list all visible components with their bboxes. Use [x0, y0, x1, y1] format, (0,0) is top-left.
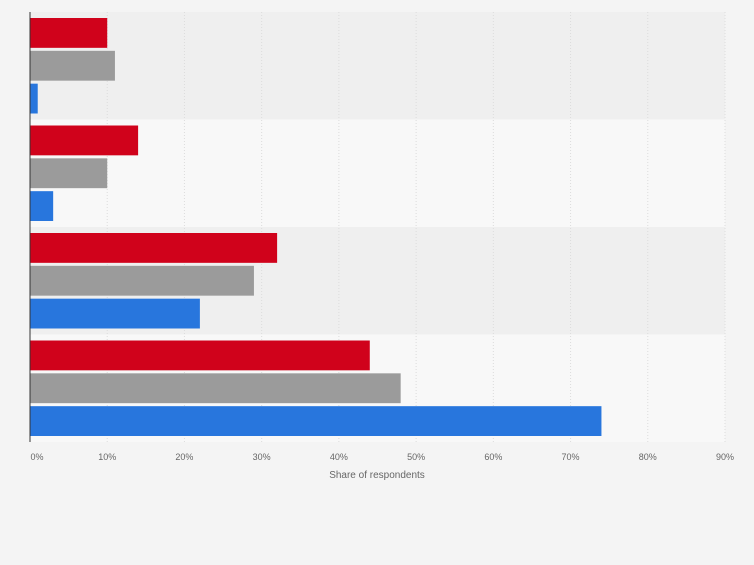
bar[interactable] [30, 50, 115, 81]
bar[interactable] [30, 265, 254, 296]
bar[interactable] [30, 406, 602, 436]
x-tick-label: 10% [98, 452, 116, 462]
x-tick-label: 0% [30, 452, 43, 462]
bar[interactable] [30, 340, 370, 371]
bars [30, 18, 602, 436]
x-tick-label: 70% [562, 452, 580, 462]
category-band [30, 119, 725, 227]
x-tick-label: 20% [175, 452, 193, 462]
x-tick-labels: 0% 10% 20% 30% 40% 50% 60% 70% 80% 90% [30, 452, 734, 462]
bar[interactable] [30, 18, 108, 48]
x-tick-label: 30% [253, 452, 271, 462]
x-axis-label: Share of respondents [329, 470, 425, 481]
bar[interactable] [30, 158, 108, 189]
bar[interactable] [30, 191, 54, 221]
category-band [30, 12, 725, 120]
bar[interactable] [30, 83, 38, 114]
bar[interactable] [30, 373, 401, 404]
x-tick-label: 50% [407, 452, 425, 462]
x-tick-label: 40% [330, 452, 348, 462]
x-tick-label: 90% [716, 452, 734, 462]
bar[interactable] [30, 125, 139, 156]
x-tick-label: 80% [639, 452, 657, 462]
bar[interactable] [30, 298, 200, 329]
bar[interactable] [30, 233, 278, 263]
x-tick-label: 60% [484, 452, 502, 462]
